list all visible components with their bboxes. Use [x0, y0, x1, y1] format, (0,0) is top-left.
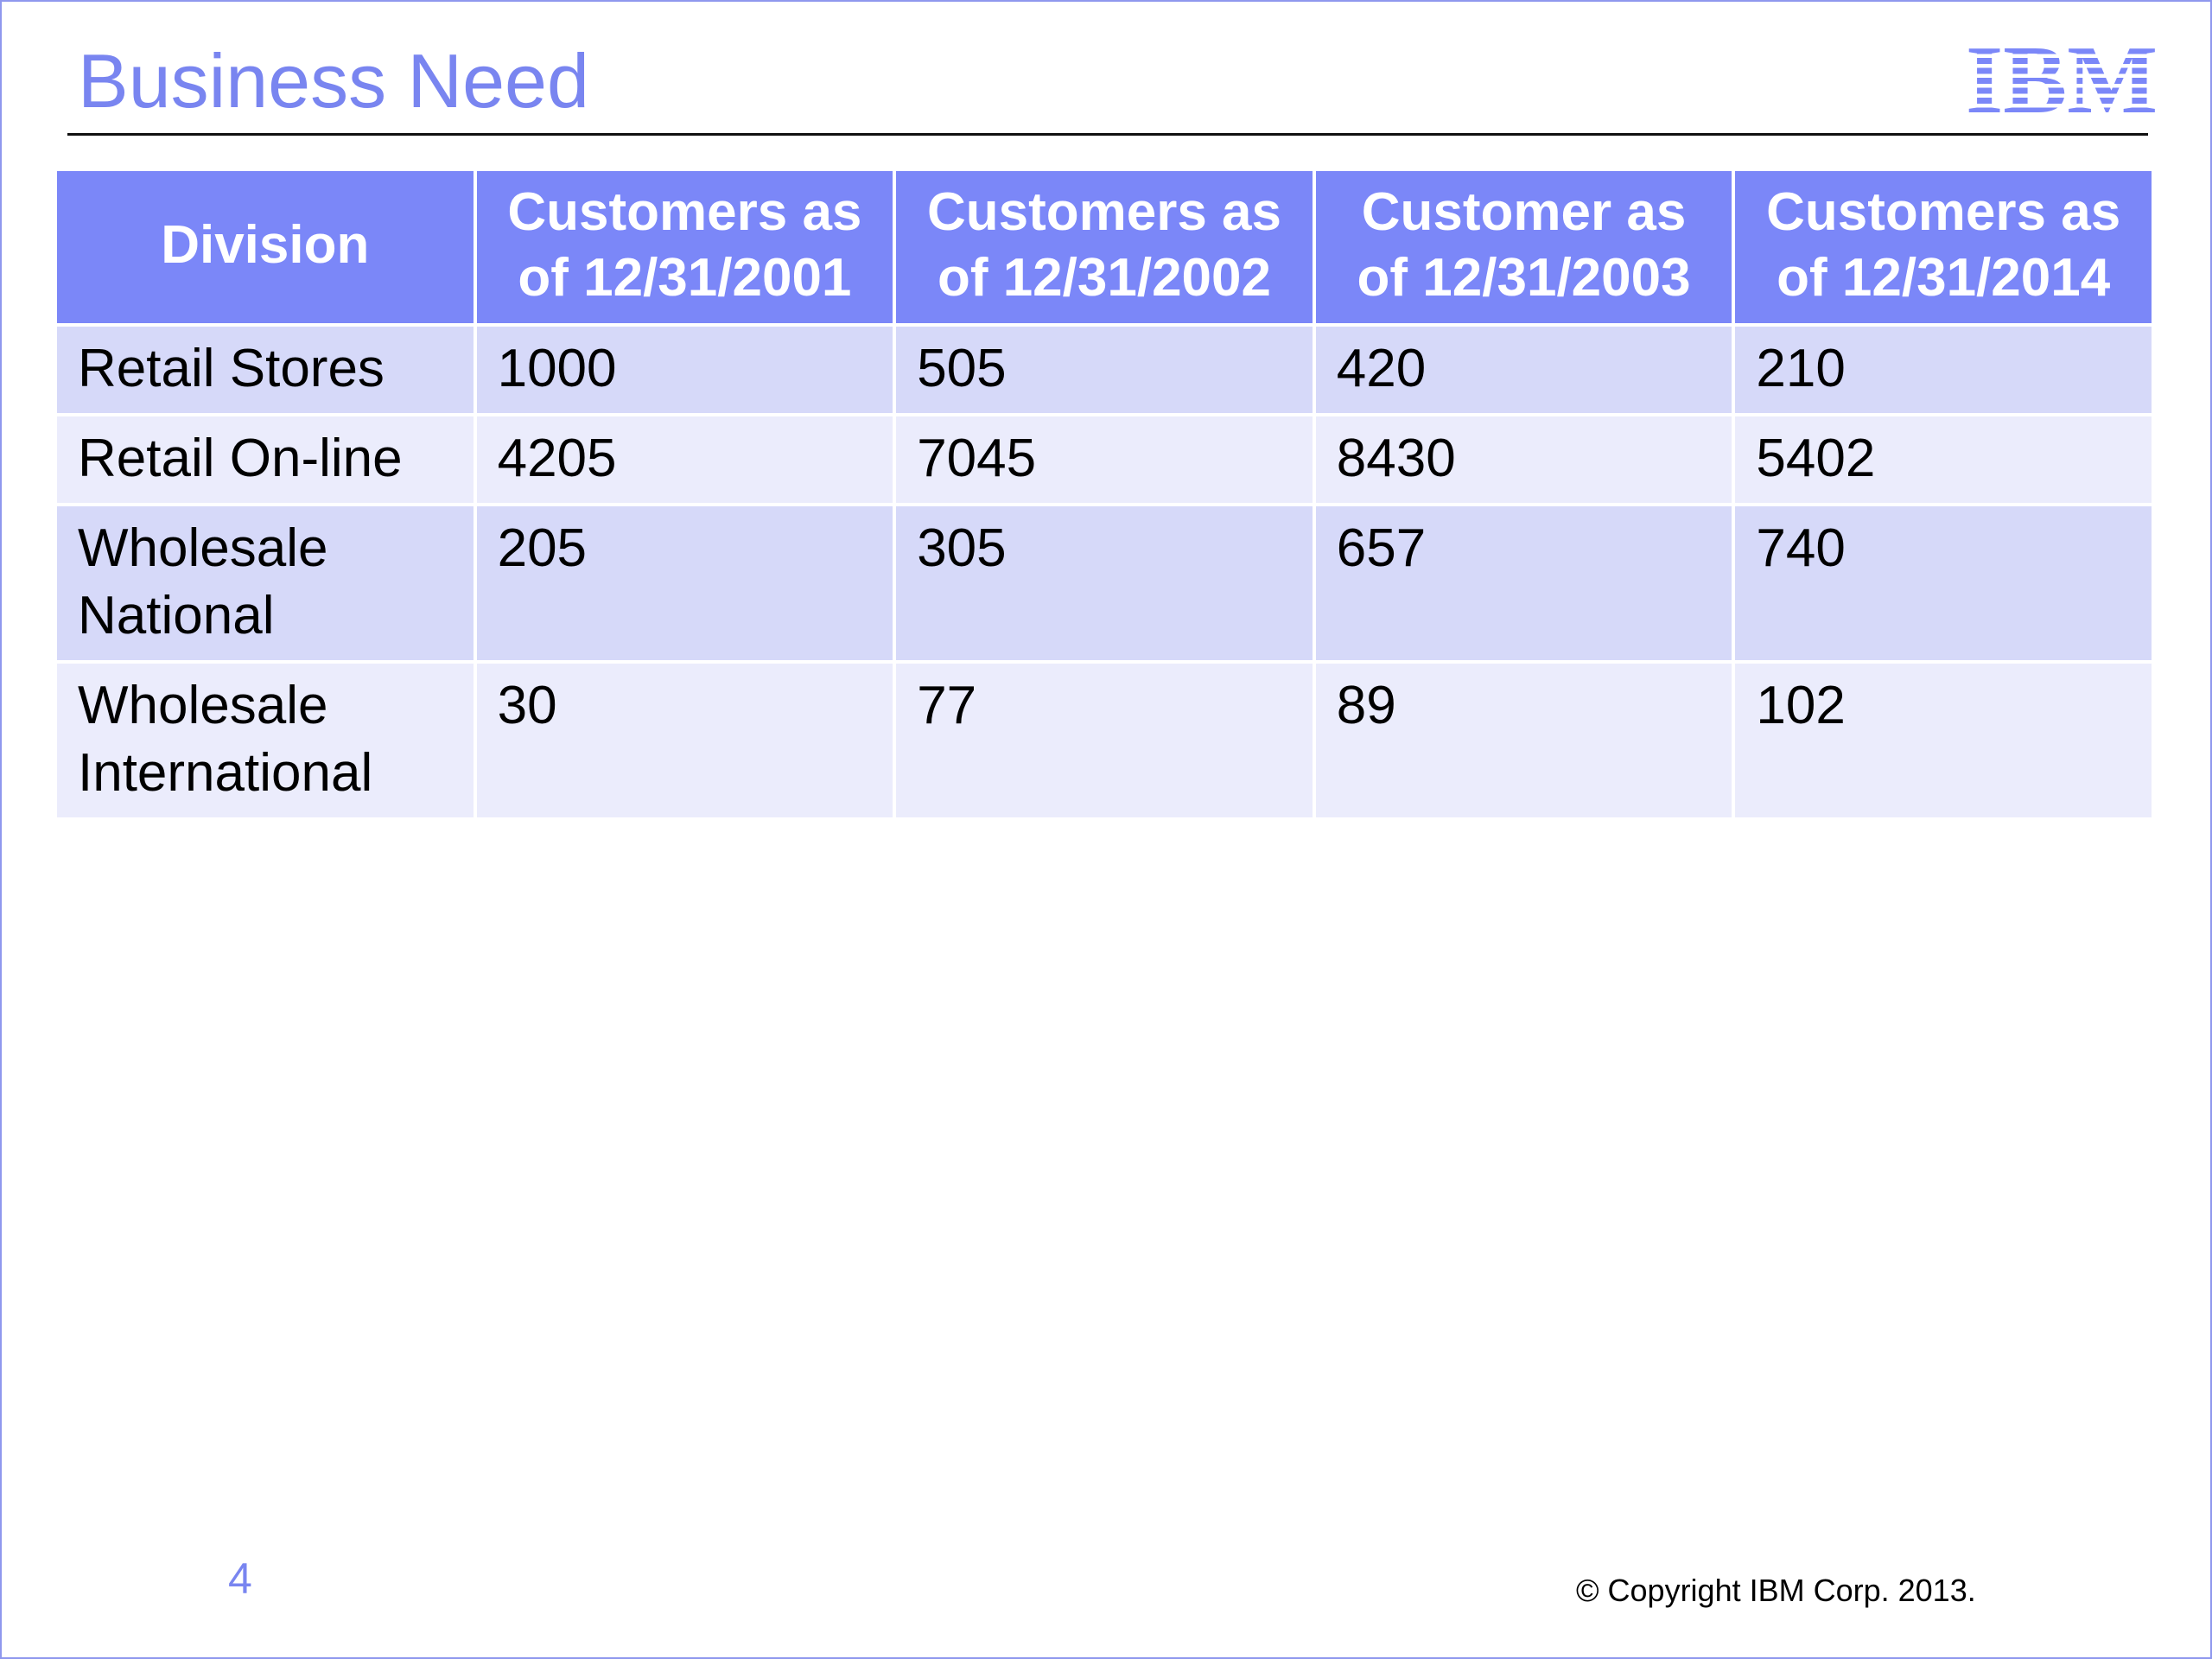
value-cell: 1000 [476, 327, 893, 413]
copyright-notice: © Copyright IBM Corp. 2013. [1576, 1573, 1976, 1608]
division-line: Wholesale [78, 518, 328, 578]
division-cell: Retail Stores [57, 327, 474, 413]
customers-table: Division Customers as of 12/31/2001 Cust… [54, 168, 2155, 821]
header-line: of 12/31/2001 [518, 248, 852, 308]
division-cell: Retail On-line [57, 416, 474, 503]
ibm-logo: IBM [1965, 38, 2158, 118]
division-line: International [78, 743, 373, 803]
value-cell: 740 [1735, 506, 2152, 660]
value-cell: 102 [1735, 664, 2152, 817]
division-line: National [78, 586, 275, 645]
page-number: 4 [228, 1554, 252, 1603]
title-divider [67, 133, 2148, 136]
slide-title: Business Need [78, 38, 589, 124]
division-line: Wholesale [78, 676, 328, 735]
table-row: Wholesale International 30 77 89 102 [57, 664, 2152, 817]
division-line: Retail On-line [78, 429, 403, 488]
value-cell: 89 [1315, 664, 1732, 817]
value-cell: 305 [896, 506, 1313, 660]
division-cell: Wholesale National [57, 506, 474, 660]
value-cell: 420 [1315, 327, 1732, 413]
division-line: Retail Stores [78, 339, 385, 398]
header-division: Division [57, 171, 474, 323]
header-line: of 12/31/2003 [1357, 248, 1691, 308]
table-row: Retail On-line 4205 7045 8430 5402 [57, 416, 2152, 503]
table-row: Retail Stores 1000 505 420 210 [57, 327, 2152, 413]
header-customers-2001: Customers as of 12/31/2001 [476, 171, 893, 323]
value-cell: 657 [1315, 506, 1732, 660]
division-cell: Wholesale International [57, 664, 474, 817]
table-header-row: Division Customers as of 12/31/2001 Cust… [57, 171, 2152, 323]
header-customers-2002: Customers as of 12/31/2002 [896, 171, 1313, 323]
header-line: Customer as [1361, 182, 1687, 242]
header-customers-2003: Customer as of 12/31/2003 [1315, 171, 1732, 323]
value-cell: 4205 [476, 416, 893, 503]
value-cell: 8430 [1315, 416, 1732, 503]
value-cell: 30 [476, 664, 893, 817]
value-cell: 210 [1735, 327, 2152, 413]
value-cell: 205 [476, 506, 893, 660]
header-line: of 12/31/2002 [937, 248, 1271, 308]
header-customers-2014: Customers as of 12/31/2014 [1735, 171, 2152, 323]
header-line: Customers as [507, 182, 862, 242]
header-line: Division [161, 215, 370, 275]
value-cell: 7045 [896, 416, 1313, 503]
header-line: Customers as [1766, 182, 2121, 242]
header-line: Customers as [926, 182, 1282, 242]
header-line: of 12/31/2014 [1777, 248, 2111, 308]
value-cell: 77 [896, 664, 1313, 817]
value-cell: 5402 [1735, 416, 2152, 503]
table-row: Wholesale National 205 305 657 740 [57, 506, 2152, 660]
value-cell: 505 [896, 327, 1313, 413]
